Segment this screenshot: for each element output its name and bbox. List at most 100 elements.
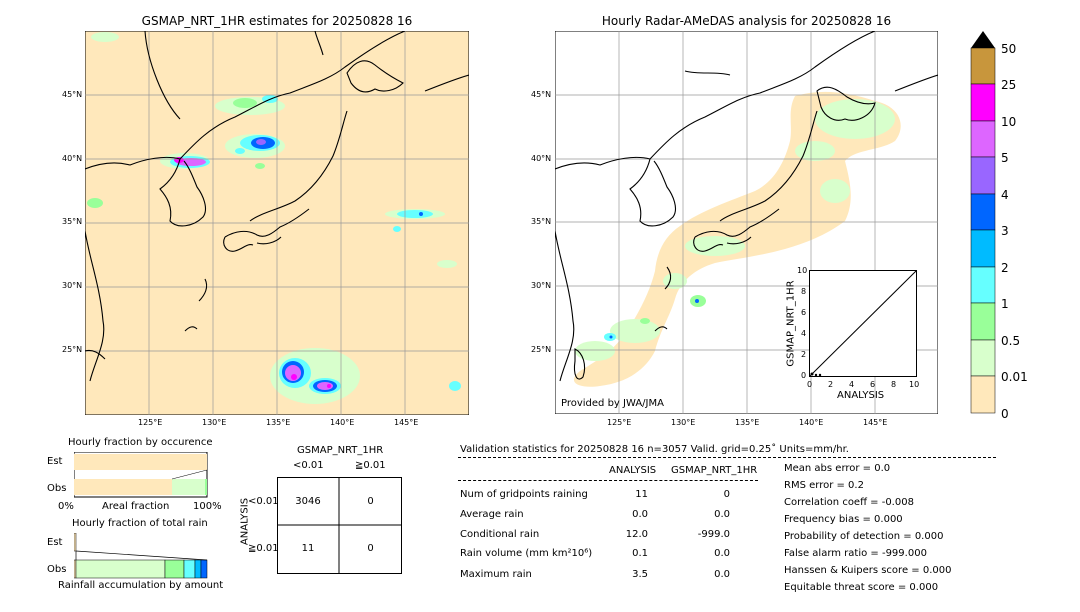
scatter-ylabel: GSMAP_NRT_1HR bbox=[785, 280, 797, 367]
validation-row-gsmap: 0 bbox=[723, 489, 730, 500]
scatter-ytick-0: 0 bbox=[801, 371, 807, 380]
validation-col-analysis: ANALYSIS bbox=[609, 465, 657, 476]
scatter-ytick-6: 6 bbox=[801, 308, 807, 317]
right-lon-label-140: 140°E bbox=[799, 418, 824, 427]
score-far: False alarm ratio = -999.000 bbox=[784, 548, 927, 559]
contingency-cell-01: 0 bbox=[367, 496, 374, 507]
colorbar-label-0: 0 bbox=[1001, 407, 1009, 421]
validation-subdivider bbox=[458, 480, 758, 481]
total-rain-est-label: Est bbox=[47, 537, 63, 548]
score-hk: Hanssen & Kuipers score = 0.000 bbox=[784, 565, 952, 576]
score-frequency-bias: Frequency bias = 0.000 bbox=[784, 514, 903, 525]
colorbar-label-10: 10 bbox=[1001, 115, 1017, 129]
scatter-point bbox=[810, 372, 814, 376]
right-map-title: Hourly Radar-AMeDAS analysis for 2025082… bbox=[601, 14, 892, 28]
occurrence-obs-label: Obs bbox=[47, 483, 67, 494]
right-map-coastline bbox=[555, 31, 938, 382]
contingency-grid bbox=[277, 477, 402, 574]
total-rain-obs-bar-4mm bbox=[200, 559, 208, 579]
scatter-ytick-4: 4 bbox=[801, 329, 807, 338]
score-ets: Equitable threat score = 0.000 bbox=[784, 582, 939, 593]
left-lon-label-125: 125°E bbox=[138, 418, 163, 427]
contingency-col-ge: ≧0.01 bbox=[355, 460, 386, 471]
right-lon-label-135: 135°E bbox=[735, 418, 760, 427]
left-lon-label-145: 145°E bbox=[394, 418, 419, 427]
left-lat-label-45: 45°N bbox=[62, 90, 83, 99]
validation-row-gsmap: 0.0 bbox=[714, 569, 730, 580]
total-rain-obs-bar-light bbox=[75, 559, 166, 579]
validation-row-analysis: 11 bbox=[635, 489, 648, 500]
scatter-point bbox=[814, 373, 818, 376]
scatter-ytick-2: 2 bbox=[801, 350, 807, 359]
total-rain-chart bbox=[74, 533, 208, 579]
validation-row-gsmap: 0.0 bbox=[714, 548, 730, 559]
validation-row-analysis: 0.1 bbox=[632, 548, 648, 559]
colorbar-label-0-01: 0.01 bbox=[1001, 370, 1028, 384]
total-rain-obs-bar-2mm bbox=[183, 559, 196, 579]
right-lat-label-30: 30°N bbox=[531, 281, 552, 290]
left-lat-label-25: 25°N bbox=[62, 345, 83, 354]
right-lat-label-35: 35°N bbox=[531, 217, 552, 226]
occurrence-chart bbox=[74, 452, 208, 498]
colorbar-label-0-5: 0.5 bbox=[1001, 334, 1021, 348]
right-lon-label-145: 145°E bbox=[863, 418, 888, 427]
colorbar-arrow bbox=[971, 31, 995, 48]
validation-row-label: Average rain bbox=[460, 509, 524, 520]
scatter-xtick-0: 0 bbox=[807, 380, 813, 389]
occurrence-axis-max: 100% bbox=[193, 501, 222, 512]
map-credit: Provided by JWA/JMA bbox=[561, 398, 664, 409]
left-map-title: GSMAP_NRT_1HR estimates for 20250828 16 bbox=[141, 14, 413, 28]
colorbar-label-4: 4 bbox=[1001, 188, 1009, 202]
total-rain-footer: Rainfall accumulation by amount bbox=[58, 580, 224, 591]
score-pod: Probability of detection = 0.000 bbox=[784, 531, 944, 542]
colorbar-label-1: 1 bbox=[1001, 297, 1009, 311]
score-mean-abs-error: Mean abs error = 0.0 bbox=[784, 463, 891, 474]
validation-row-label: Maximum rain bbox=[460, 569, 532, 580]
contingency-col-lt: <0.01 bbox=[293, 460, 324, 471]
validation-row-analysis: 12.0 bbox=[625, 529, 648, 540]
left-lat-label-30: 30°N bbox=[62, 281, 83, 290]
right-lon-label-130: 130°E bbox=[671, 418, 696, 427]
total-rain-obs-bar-1mm bbox=[164, 559, 185, 579]
contingency-row-ge: ≧0.01 bbox=[248, 543, 279, 554]
contingency-cell-00: 3046 bbox=[295, 496, 321, 507]
validation-row-gsmap: 0.0 bbox=[714, 509, 730, 520]
scatter-diagonal bbox=[810, 271, 916, 376]
total-rain-est-bar bbox=[74, 533, 77, 552]
right-lat-label-45: 45°N bbox=[531, 90, 552, 99]
validation-col-gsmap: GSMAP_NRT_1HR bbox=[671, 465, 758, 476]
occurrence-axis-label: Areal fraction bbox=[102, 501, 170, 512]
validation-row-analysis: 0.0 bbox=[632, 509, 648, 520]
validation-header: Validation statistics for 20250828 16 n=… bbox=[460, 444, 849, 455]
occurrence-axis-min: 0% bbox=[58, 501, 74, 512]
colorbar-label-25: 25 bbox=[1001, 78, 1017, 92]
colorbar-label-2: 2 bbox=[1001, 261, 1009, 275]
score-correlation: Correlation coeff = -0.008 bbox=[784, 497, 914, 508]
scatter-ytick-8: 8 bbox=[801, 287, 807, 296]
total-rain-obs-bar-3mm bbox=[194, 559, 202, 579]
colorbar-label-5: 5 bbox=[1001, 151, 1009, 165]
left-lat-label-40: 40°N bbox=[62, 154, 83, 163]
left-map-coastline bbox=[85, 31, 469, 382]
scatter-xtick-2: 2 bbox=[828, 380, 834, 389]
left-lon-label-140: 140°E bbox=[330, 418, 355, 427]
right-lat-label-25: 25°N bbox=[531, 345, 552, 354]
scatter-xlabel: ANALYSIS bbox=[837, 390, 885, 401]
validation-row-analysis: 3.5 bbox=[632, 569, 648, 580]
contingency-title: GSMAP_NRT_1HR bbox=[297, 445, 384, 456]
occurrence-obs-bar-dry bbox=[74, 479, 172, 495]
left-lat-label-35: 35°N bbox=[62, 217, 83, 226]
occurrence-obs-bar-light bbox=[172, 479, 205, 495]
occurrence-est-label: Est bbox=[47, 456, 63, 467]
scatter-xtick-8: 8 bbox=[891, 380, 897, 389]
occurrence-est-bar bbox=[74, 454, 207, 470]
occurrence-obs-bar-moderate bbox=[205, 479, 207, 495]
scatter-plot bbox=[809, 270, 917, 377]
left-lon-label-130: 130°E bbox=[202, 418, 227, 427]
left-map bbox=[85, 31, 469, 415]
total-rain-title: Hourly fraction of total rain bbox=[72, 518, 208, 529]
validation-row-gsmap: -999.0 bbox=[697, 529, 730, 540]
colorbar-label-50: 50 bbox=[1001, 42, 1017, 56]
scatter-xtick-4: 4 bbox=[849, 380, 855, 389]
left-map-rain bbox=[87, 32, 461, 404]
